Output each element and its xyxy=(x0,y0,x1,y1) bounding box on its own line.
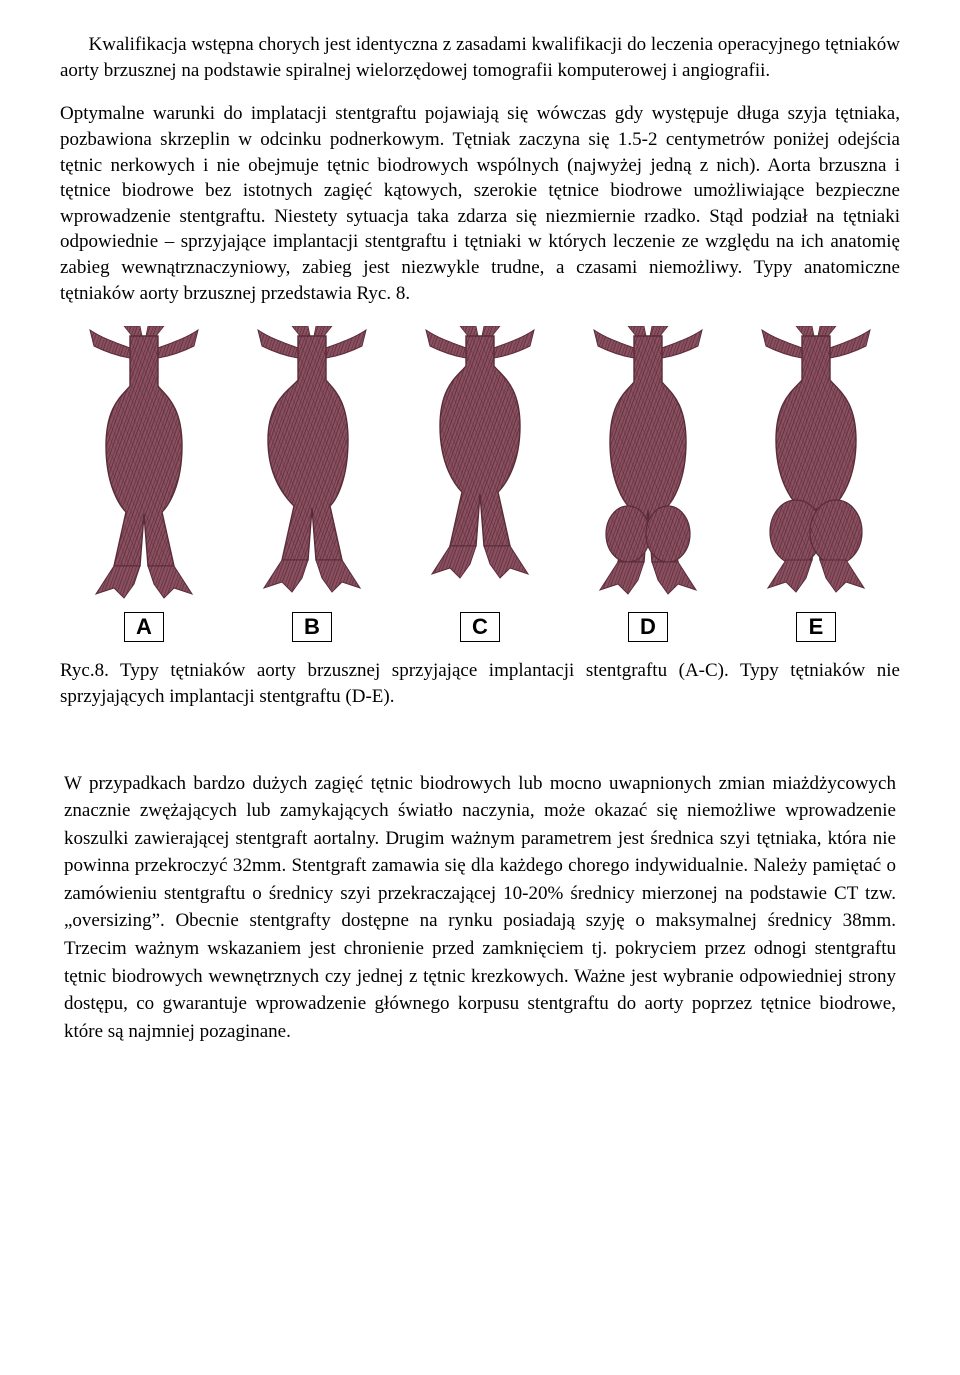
paragraph-conditions: Optymalne warunki do implatacji stentgra… xyxy=(60,101,900,306)
figure-8: A B xyxy=(60,326,900,646)
figure-caption: Ryc.8. Typy tętniaków aorty brzusznej sp… xyxy=(60,658,900,709)
aneurysm-d: D xyxy=(568,326,728,646)
aneurysm-diagram-b xyxy=(232,326,392,606)
figure-label-b: B xyxy=(292,612,332,642)
aneurysm-diagram-c xyxy=(400,326,560,606)
aneurysm-diagram-a xyxy=(64,326,224,606)
paragraph-details: W przypadkach bardzo dużych zagięć tętni… xyxy=(64,770,896,1045)
figure-label-e: E xyxy=(796,612,836,642)
aneurysm-diagram-e xyxy=(736,326,896,606)
aneurysm-b: B xyxy=(232,326,392,646)
figure-label-c: C xyxy=(460,612,500,642)
aneurysm-a: A xyxy=(64,326,224,646)
aneurysm-diagram-d xyxy=(568,326,728,606)
figure-label-a: A xyxy=(124,612,164,642)
aneurysm-e: E xyxy=(736,326,896,646)
figure-label-d: D xyxy=(628,612,668,642)
paragraph-intro: Kwalifikacja wstępna chorych jest identy… xyxy=(60,32,900,83)
aneurysm-c: C xyxy=(400,326,560,646)
